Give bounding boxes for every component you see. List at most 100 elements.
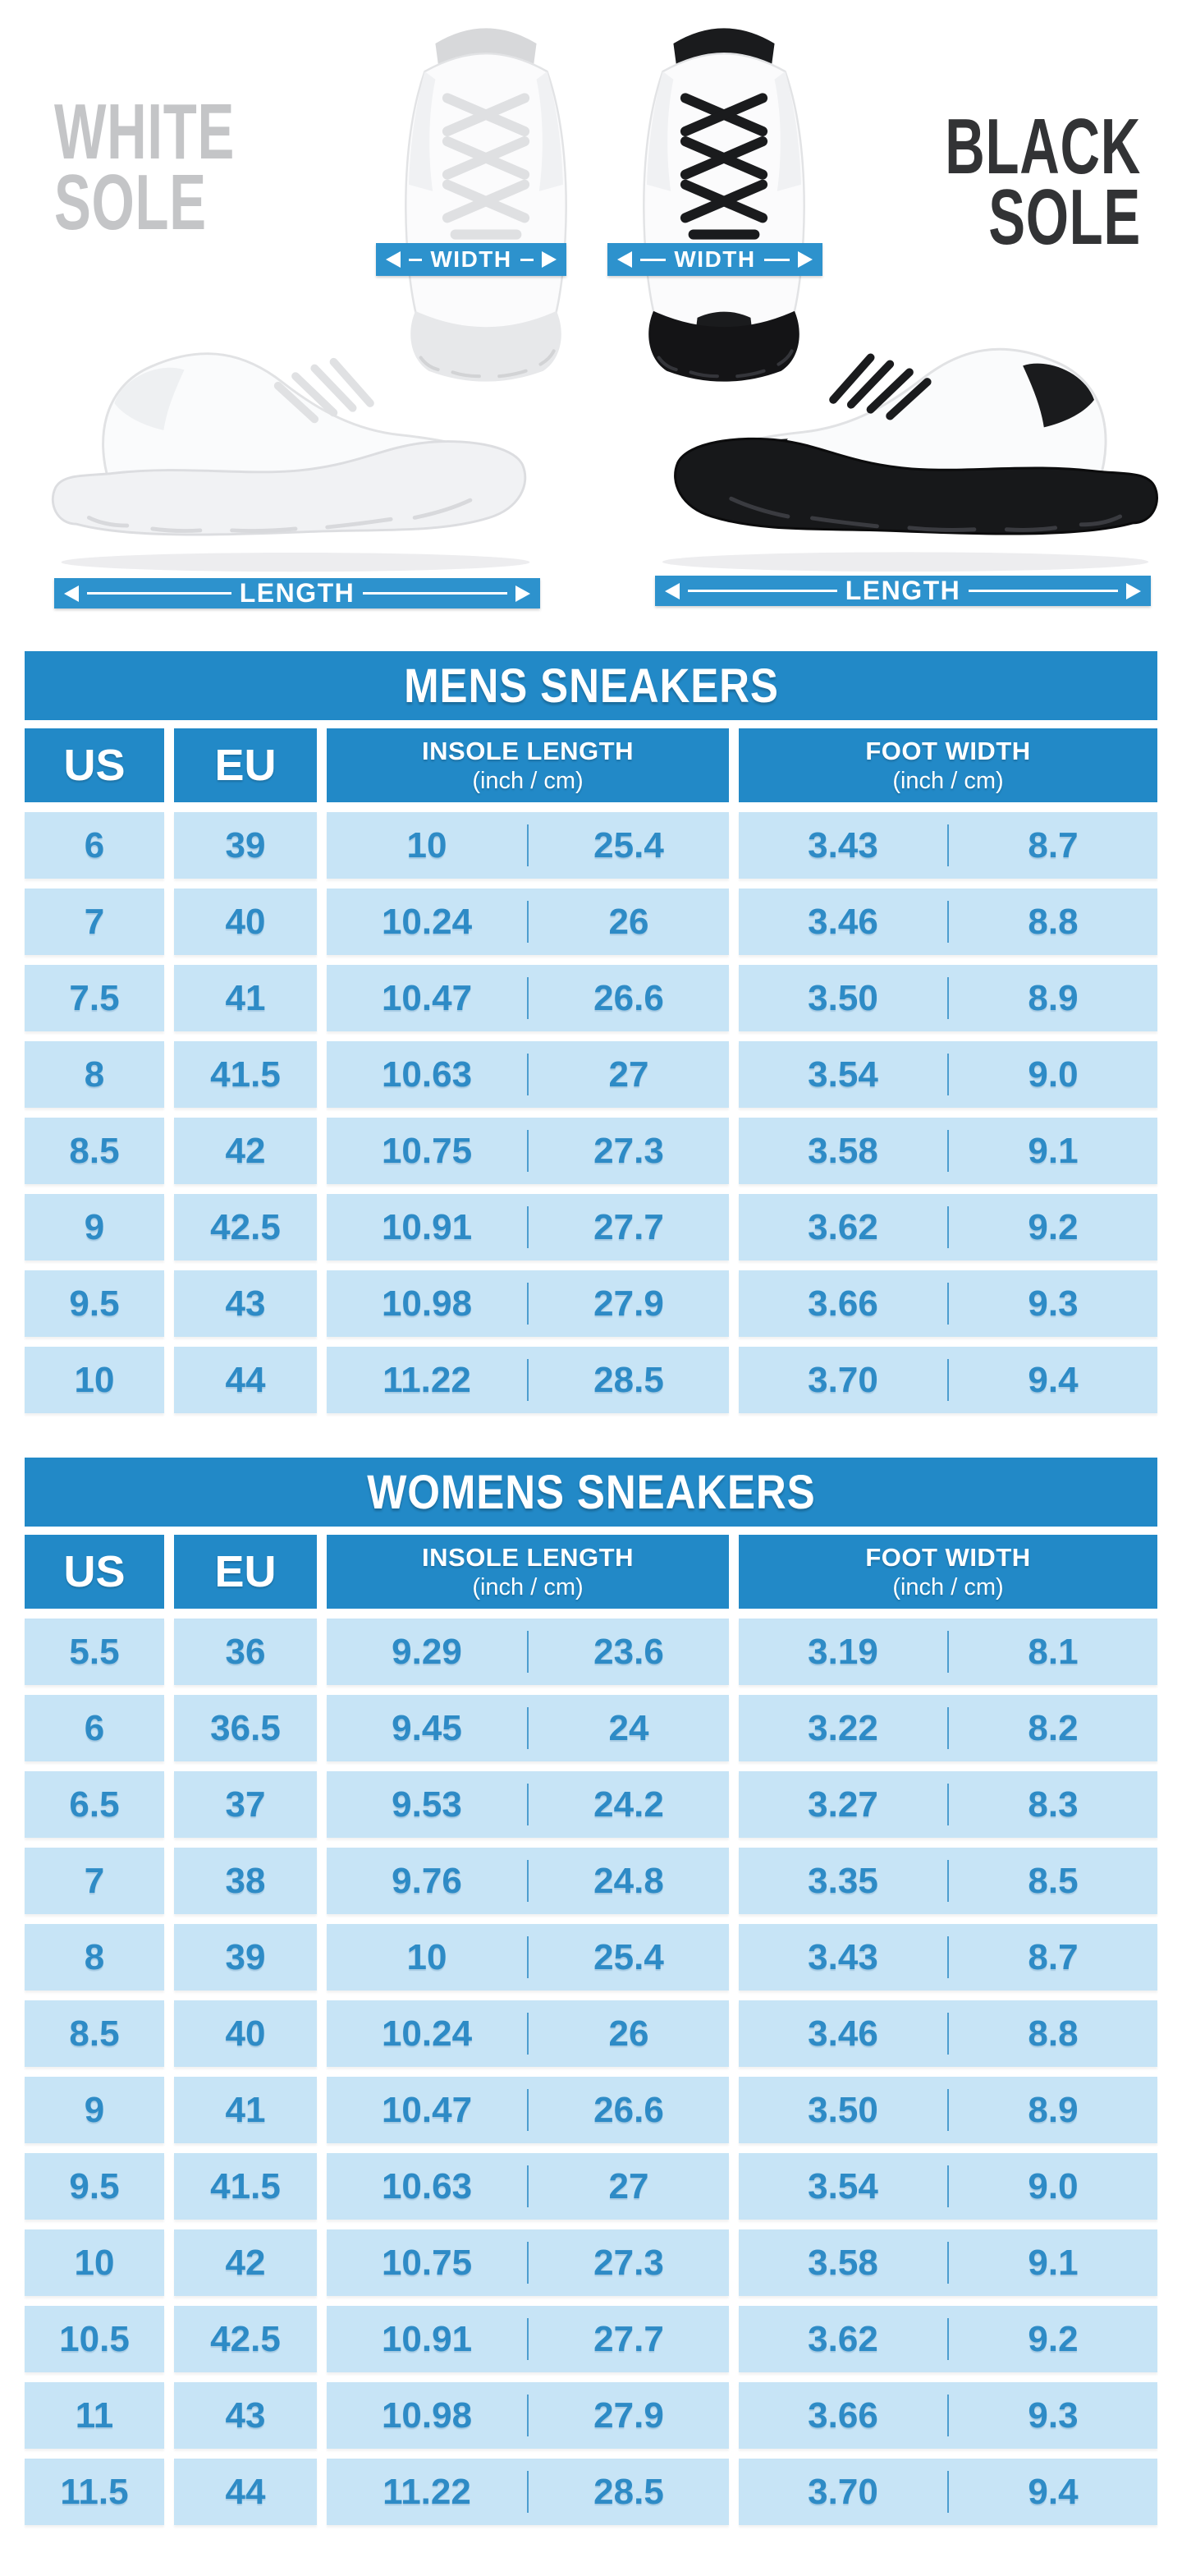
- foot-width-inch-value: 3.58: [808, 1130, 878, 1171]
- us-cell: 9.5: [25, 2153, 164, 2220]
- foot-width-inch-value: 3.62: [808, 2318, 878, 2359]
- hero-section: WHITE SOLE BLACK SOLE: [0, 0, 1182, 624]
- insole-inch-value: 10.47: [381, 977, 473, 1018]
- table-row: 7 38 9.76 24.8 3.35 8.5: [25, 1848, 1157, 1914]
- us-cell: 10: [25, 2229, 164, 2296]
- insole-length-cell: 10.47 26.6: [327, 965, 729, 1031]
- insole-length-cell: 10.91 27.7: [327, 2306, 729, 2372]
- insole-inch-value: 9.29: [392, 1631, 462, 1672]
- insole-length-cell: 9.53 24.2: [327, 1771, 729, 1838]
- arrow-left-icon: [386, 251, 401, 268]
- insole-cm-value: 27.9: [593, 1283, 664, 1324]
- foot-width-cell: 3.35 8.5: [739, 1848, 1157, 1914]
- foot-width-cm-value: 8.9: [1028, 977, 1079, 1018]
- cell-divider: [947, 1707, 949, 1749]
- insole-length-cell: 10.98 27.9: [327, 1270, 729, 1337]
- eu-cell: 38: [174, 1848, 317, 1914]
- foot-width-cm-value: 9.4: [1028, 2471, 1079, 2512]
- insole-cm-value: 26.6: [593, 2089, 664, 2130]
- arrow-line: [969, 590, 1119, 592]
- foot-width-cell: 3.54 9.0: [739, 2153, 1157, 2220]
- us-cell: 7: [25, 889, 164, 955]
- foot-width-column-header: FOOT WIDTH (inch / cm): [739, 1535, 1157, 1609]
- insole-length-cell: 10.91 27.7: [327, 1194, 729, 1260]
- table-row: 11 43 10.98 27.9 3.66 9.3: [25, 2382, 1157, 2449]
- foot-width-inch-value: 3.50: [808, 977, 878, 1018]
- eu-cell: 40: [174, 889, 317, 955]
- insole-length-cell: 10.24 26: [327, 889, 729, 955]
- eu-cell: 42.5: [174, 2306, 317, 2372]
- mens-table-title: MENS SNEAKERS: [25, 651, 1157, 720]
- foot-width-cell: 3.43 8.7: [739, 812, 1157, 879]
- us-cell: 9: [25, 1194, 164, 1260]
- insole-cm-value: 24.2: [593, 1784, 664, 1825]
- arrow-right-icon: [1126, 582, 1142, 599]
- foot-width-inch-value: 3.66: [808, 2395, 878, 2436]
- table-row: 10.5 42.5 10.91 27.7 3.62 9.2: [25, 2306, 1157, 2372]
- insole-length-cell: 10 25.4: [327, 1924, 729, 1991]
- womens-table-title: WOMENS SNEAKERS: [25, 1458, 1157, 1527]
- us-cell: 10: [25, 1347, 164, 1413]
- cell-divider: [947, 901, 949, 943]
- insole-length-cell: 9.76 24.8: [327, 1848, 729, 1914]
- foot-width-inch-value: 3.70: [808, 2471, 878, 2512]
- insole-inch-value: 10: [406, 1936, 447, 1977]
- cell-divider: [527, 1936, 529, 1978]
- table-row: 8 39 10 25.4 3.43 8.7: [25, 1924, 1157, 1991]
- white-sole-line1: WHITE: [54, 88, 235, 176]
- eu-cell: 36.5: [174, 1695, 317, 1761]
- cell-divider: [947, 2318, 949, 2360]
- table-row: 8.5 42 10.75 27.3 3.58 9.1: [25, 1118, 1157, 1184]
- arrow-line: [640, 258, 667, 261]
- insole-length-cell: 10.75 27.3: [327, 2229, 729, 2296]
- foot-width-cell: 3.46 8.8: [739, 2000, 1157, 2067]
- eu-cell: 44: [174, 2459, 317, 2525]
- foot-width-inch-value: 3.22: [808, 1707, 878, 1748]
- cell-divider: [947, 1283, 949, 1325]
- foot-width-cell: 3.70 9.4: [739, 2459, 1157, 2525]
- us-cell: 8.5: [25, 1118, 164, 1184]
- cell-divider: [947, 2471, 949, 2513]
- foot-width-cm-value: 9.1: [1028, 1130, 1079, 1171]
- cell-divider: [527, 2165, 529, 2207]
- us-cell: 6: [25, 1695, 164, 1761]
- table-row: 9.5 41.5 10.63 27 3.54 9.0: [25, 2153, 1157, 2220]
- table-row: 5.5 36 9.29 23.6 3.19 8.1: [25, 1619, 1157, 1685]
- foot-width-inch-value: 3.54: [808, 1054, 878, 1095]
- cell-divider: [947, 824, 949, 866]
- us-cell: 5.5: [25, 1619, 164, 1685]
- cell-divider: [947, 1860, 949, 1902]
- foot-width-cm-value: 8.9: [1028, 2089, 1079, 2130]
- foot-width-inch-value: 3.58: [808, 2242, 878, 2283]
- insole-length-cell: 10.63 27: [327, 2153, 729, 2220]
- eu-column-header: EU: [174, 728, 317, 802]
- insole-inch-value: 10.75: [381, 1130, 473, 1171]
- eu-cell: 37: [174, 1771, 317, 1838]
- foot-width-column-header: FOOT WIDTH (inch / cm): [739, 728, 1157, 802]
- us-column-header: US: [25, 728, 164, 802]
- white-side-sneaker-image: [51, 352, 530, 572]
- cell-divider: [527, 2471, 529, 2513]
- black-sole-line1: BLACK: [945, 103, 1141, 191]
- womens-size-table: WOMENS SNEAKERS US EU INSOLE LENGTH (inc…: [25, 1458, 1157, 2525]
- insole-length-cell: 10 25.4: [327, 812, 729, 879]
- foot-width-cm-value: 8.7: [1028, 1936, 1079, 1977]
- foot-width-inch-value: 3.35: [808, 1860, 878, 1901]
- table-row: 9.5 43 10.98 27.9 3.66 9.3: [25, 1270, 1157, 1337]
- mens-table-title-text: MENS SNEAKERS: [403, 659, 779, 713]
- insole-cm-value: 27: [608, 2165, 649, 2206]
- foot-width-inch-value: 3.54: [808, 2165, 878, 2206]
- foot-width-inch-value: 3.62: [808, 1206, 878, 1247]
- cell-divider: [527, 2013, 529, 2055]
- insole-cm-value: 26.6: [593, 977, 664, 1018]
- eu-cell: 39: [174, 812, 317, 879]
- foot-width-cm-value: 9.3: [1028, 1283, 1079, 1324]
- us-cell: 10.5: [25, 2306, 164, 2372]
- cell-divider: [527, 1054, 529, 1095]
- eu-cell: 42: [174, 1118, 317, 1184]
- width-band: WIDTH: [607, 243, 822, 276]
- foot-width-cm-value: 8.7: [1028, 824, 1079, 866]
- cell-divider: [527, 2089, 529, 2131]
- table-row: 6.5 37 9.53 24.2 3.27 8.3: [25, 1771, 1157, 1838]
- cell-divider: [527, 1631, 529, 1673]
